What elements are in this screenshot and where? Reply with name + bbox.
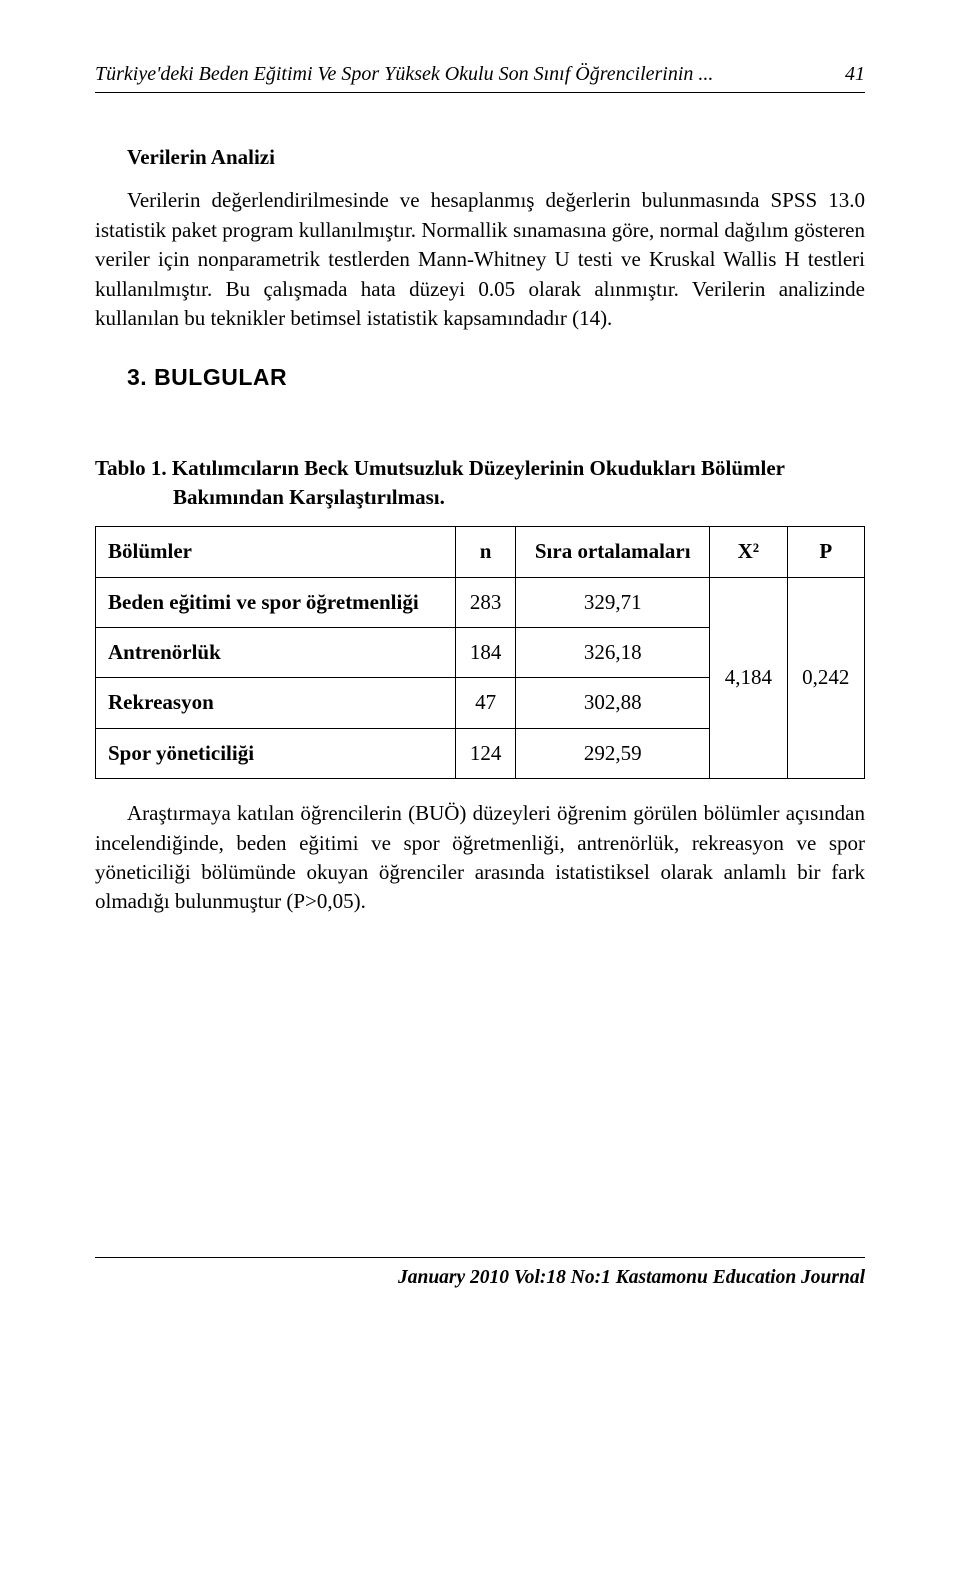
table1-header-col2: n [455,527,516,577]
table1-row2-label: Rekreasyon [96,678,456,728]
table1-header-col5: P [787,527,864,577]
table1-row3-n: 124 [455,728,516,778]
footer: January 2010 Vol:18 No:1 Kastamonu Educa… [95,1257,865,1291]
table1: Bölümler n Sıra ortalamaları X² P Beden … [95,526,865,779]
table1-row0-label: Beden eğitimi ve spor öğretmenliği [96,577,456,627]
table1-caption-prefix: Tablo 1. [95,456,172,480]
table1-header-col1: Bölümler [96,527,456,577]
analysis-paragraph: Verilerin değerlendirilmesinde ve hesapl… [95,186,865,333]
table-header-row: Bölümler n Sıra ortalamaları X² P [96,527,865,577]
running-header-title: Türkiye'deki Beden Eğitimi Ve Spor Yükse… [95,60,713,88]
table1-row2-mean: 302,88 [516,678,710,728]
table1-row1-n: 184 [455,628,516,678]
running-header: Türkiye'deki Beden Eğitimi Ve Spor Yükse… [95,60,865,93]
table1-row1-mean: 326,18 [516,628,710,678]
results-paragraph: Araştırmaya katılan öğrencilerin (BUÖ) d… [95,799,865,917]
table1-row1-label: Antrenörlük [96,628,456,678]
table1-caption-text: Katılımcıların Beck Umutsuzluk Düzeyleri… [172,456,785,509]
table1-header-col3: Sıra ortalamaları [516,527,710,577]
results-heading: 3. BULGULAR [127,361,865,393]
table1-caption: Tablo 1. Katılımcıların Beck Umutsuzluk … [95,454,865,513]
footer-text: January 2010 Vol:18 No:1 Kastamonu Educa… [398,1267,865,1288]
table1-row3-mean: 292,59 [516,728,710,778]
table1-row3-label: Spor yöneticiliği [96,728,456,778]
table1-x2: 4,184 [710,577,787,779]
table1-row0-n: 283 [455,577,516,627]
running-header-page-number: 41 [845,60,865,88]
analysis-subtitle: Verilerin Analizi [127,143,865,172]
table1-row2-n: 47 [455,678,516,728]
table1-header-col4: X² [710,527,787,577]
table1-row0-mean: 329,71 [516,577,710,627]
table-row: Beden eğitimi ve spor öğretmenliği 283 3… [96,577,865,627]
table1-p: 0,242 [787,577,864,779]
